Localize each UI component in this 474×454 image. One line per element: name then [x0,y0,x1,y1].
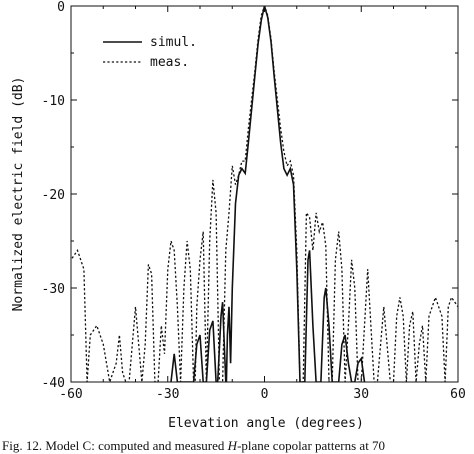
figure-caption: Fig. 12. Model C: computed and measured … [2,437,474,454]
y-tick-label: -40 [42,376,65,391]
y-axis-label: Normalized electric field (dB) [11,77,26,312]
x-tick-label: 30 [353,387,369,402]
legend: simul. meas. [103,35,197,70]
y-tick-label: -20 [42,188,65,203]
series-line-simul [170,6,366,382]
series-line-meas [71,6,458,382]
x-axis-label: Elevation angle (degrees) [168,416,364,431]
caption-suffix: -plane copolar patterns at 70 [237,438,386,453]
y-tick-labels: 0 -10 -20 -30 -40 [42,0,65,391]
tick-marks [70,5,459,383]
y-tick-label: -30 [42,282,65,297]
legend-label-meas: meas. [150,55,189,70]
caption-prefix: Fig. 12. Model C: computed and measured [2,438,228,453]
y-tick-label: -10 [42,94,65,109]
x-tick-label: -30 [156,387,179,402]
plot-frame [70,5,459,383]
x-tick-labels: -60 -30 0 30 60 [59,387,466,402]
x-tick-label: 60 [450,387,466,402]
x-tick-label: -60 [59,387,82,402]
y-tick-label: 0 [57,0,65,15]
caption-symbol: H [227,438,238,453]
legend-label-simul: simul. [150,35,197,50]
x-tick-label: 0 [261,387,269,402]
